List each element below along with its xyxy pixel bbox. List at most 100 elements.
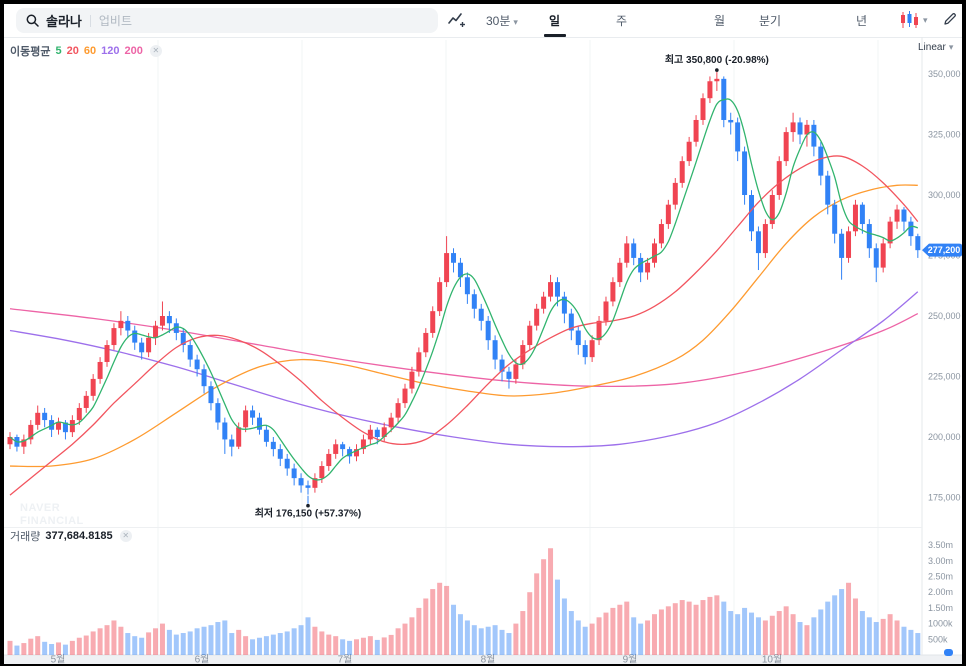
candle — [707, 81, 713, 99]
tab-interval-week[interactable]: 주 — [616, 14, 628, 28]
volume-bar — [832, 595, 838, 655]
candle — [506, 371, 512, 379]
volume-bar — [707, 596, 713, 655]
candle — [797, 122, 803, 135]
candle — [762, 224, 768, 254]
candle — [478, 308, 484, 321]
candle — [908, 221, 914, 237]
volume-bar — [804, 625, 810, 655]
volume-bar — [423, 598, 429, 655]
candle — [312, 478, 318, 488]
candle — [347, 449, 353, 457]
ma-legend-close-icon[interactable]: ✕ — [149, 45, 162, 57]
volume-bar — [367, 636, 373, 655]
volume-bar — [811, 617, 817, 655]
candle — [340, 444, 346, 450]
volume-bar — [374, 639, 380, 655]
volume-bar — [166, 629, 172, 655]
candle — [790, 122, 796, 133]
candle — [603, 301, 609, 321]
candle — [887, 221, 893, 244]
volume-bar — [693, 604, 699, 655]
tab-interval-year[interactable]: 년 — [856, 14, 868, 28]
candle — [270, 441, 276, 450]
candle — [846, 231, 852, 258]
volume-bar — [291, 628, 297, 655]
ma-line-5 — [9, 98, 918, 481]
candle — [62, 422, 68, 433]
volume-bar — [395, 628, 401, 655]
chevron-down-icon: ▾ — [948, 42, 954, 52]
candle — [728, 119, 734, 123]
candle — [866, 224, 872, 249]
tab-interval-day[interactable]: 일 — [549, 14, 561, 28]
volume-bar — [755, 617, 761, 655]
candle — [769, 195, 775, 225]
volume-bar — [430, 589, 436, 655]
volume-bar — [818, 609, 824, 655]
candle — [354, 449, 359, 457]
volume-bar — [825, 601, 831, 655]
tab-interval-30min[interactable]: 30분 ▾ — [486, 14, 518, 28]
candle — [624, 243, 630, 263]
watermark: NAVER FINANCIAL — [20, 502, 84, 527]
candle — [402, 388, 408, 404]
chart-style-selector[interactable]: ▾ — [900, 11, 928, 29]
x-axis-label: 7월 — [338, 654, 353, 665]
candle — [700, 98, 706, 120]
volume-bar — [852, 598, 858, 655]
volume-bar — [132, 636, 138, 655]
x-axis-label: 8월 — [481, 654, 496, 665]
candle — [811, 124, 817, 147]
candle — [83, 395, 89, 408]
compare-chart-icon[interactable] — [448, 11, 467, 28]
volume-bar — [340, 639, 346, 655]
x-axis-label: 9월 — [623, 654, 638, 665]
candle — [658, 224, 664, 244]
navigator-handle[interactable] — [944, 649, 953, 656]
y-axis-label: 225,000 — [928, 372, 961, 382]
candlestick-icon — [901, 11, 918, 28]
symbol-search[interactable]: 솔라나 업비트 — [16, 8, 438, 33]
chart-app: 솔라나 업비트 30분 ▾ 일 주 월 분기 년 ▾ — [4, 4, 962, 664]
volume-bar — [250, 639, 256, 655]
volume-bar — [76, 637, 82, 655]
candle — [35, 412, 41, 425]
volume-bar — [742, 607, 748, 655]
candle — [457, 262, 463, 278]
pencil-icon — [944, 13, 956, 25]
candle — [859, 204, 865, 225]
volume-legend-title: 거래량 — [10, 531, 41, 543]
candle — [686, 141, 692, 162]
volume-bar — [866, 617, 872, 655]
candle — [742, 151, 748, 195]
volume-bar — [894, 620, 900, 655]
volume-bar — [243, 636, 249, 655]
candle — [250, 410, 256, 418]
candle — [596, 320, 602, 341]
volume-bar — [873, 622, 879, 655]
volume-legend: 거래량 377,684.8185 ✕ — [10, 528, 132, 544]
candle — [617, 262, 623, 283]
candle — [125, 320, 131, 331]
volume-bar — [499, 629, 505, 655]
volume-legend-close-icon[interactable]: ✕ — [119, 530, 132, 542]
candle — [90, 378, 96, 396]
draw-tool-button[interactable] — [942, 11, 958, 27]
candle — [693, 119, 699, 142]
candle — [305, 485, 311, 488]
candle — [672, 182, 678, 205]
price-chart[interactable]: 5월6월7월8월9월10월350,000325,000300,000275,00… — [4, 37, 962, 664]
volume-bar — [277, 633, 283, 655]
tab-interval-month[interactable]: 월 — [714, 14, 726, 28]
candle — [423, 332, 429, 353]
volume-bar — [298, 625, 304, 655]
volume-bar — [312, 626, 318, 655]
candle — [880, 243, 886, 268]
scale-selector[interactable]: Linear ▾ — [918, 42, 954, 53]
candle — [319, 466, 325, 479]
ma-legend: 이동평균 5 20 60 120 200 ✕ — [10, 43, 162, 59]
volume-bar — [69, 640, 75, 655]
tab-interval-quarter[interactable]: 분기 — [759, 14, 782, 28]
